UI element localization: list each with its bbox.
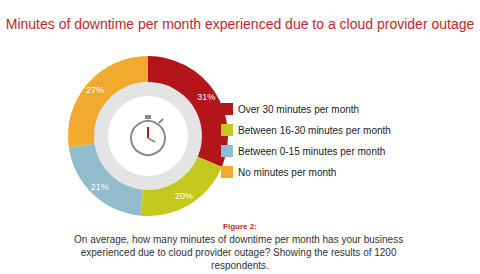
svg-text:experienced due to cloud provi: experienced due to cloud provider outage… [81, 247, 400, 258]
svg-text:Figure 2:: Figure 2: [223, 222, 257, 231]
svg-text:27%: 27% [86, 85, 104, 95]
svg-text:31%: 31% [197, 92, 215, 102]
svg-text:respondents.: respondents. [211, 260, 269, 271]
svg-text:Minutes of downtime per month: Minutes of downtime per month experience… [6, 16, 475, 32]
svg-text:No minutes per month: No minutes per month [238, 167, 336, 178]
svg-text:20%: 20% [175, 191, 193, 201]
svg-text:Between 16-30 minutes per mont: Between 16-30 minutes per month [238, 125, 391, 136]
svg-text:Over 30 minutes per month: Over 30 minutes per month [238, 104, 359, 115]
svg-text:21%: 21% [91, 182, 109, 192]
svg-text:On average, how many minutes o: On average, how many minutes of downtime… [74, 234, 406, 245]
svg-text:Between 0-15 minutes per month: Between 0-15 minutes per month [238, 146, 385, 157]
